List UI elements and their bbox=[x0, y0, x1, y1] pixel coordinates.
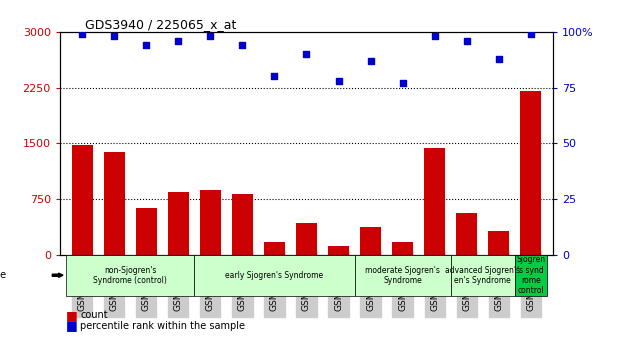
Bar bbox=[136, 208, 157, 255]
Text: moderate Sjogren's
Syndrome: moderate Sjogren's Syndrome bbox=[365, 266, 440, 285]
Text: percentile rank within the sample: percentile rank within the sample bbox=[80, 321, 245, 331]
Point bbox=[270, 74, 280, 79]
Text: count: count bbox=[80, 310, 108, 320]
Text: GDS3940 / 225065_x_at: GDS3940 / 225065_x_at bbox=[84, 18, 236, 31]
Bar bbox=[488, 231, 509, 255]
Point bbox=[365, 58, 375, 64]
Point bbox=[109, 34, 119, 39]
Text: disease state: disease state bbox=[0, 270, 6, 280]
Point bbox=[205, 34, 215, 39]
Bar bbox=[264, 242, 285, 255]
Bar bbox=[168, 192, 189, 255]
Text: early Sjogren's Syndrome: early Sjogren's Syndrome bbox=[226, 271, 324, 280]
Bar bbox=[424, 148, 445, 255]
Point bbox=[494, 56, 504, 62]
Point bbox=[398, 80, 408, 86]
Point bbox=[141, 42, 151, 48]
Point bbox=[301, 51, 311, 57]
Point bbox=[173, 38, 183, 44]
Text: ■: ■ bbox=[66, 319, 78, 332]
Point bbox=[333, 78, 343, 84]
Point bbox=[525, 31, 536, 37]
Point bbox=[77, 31, 88, 37]
Bar bbox=[104, 152, 125, 255]
Bar bbox=[520, 91, 541, 255]
Text: advanced Sjogren's
en's Syndrome: advanced Sjogren's en's Syndrome bbox=[445, 266, 520, 285]
Bar bbox=[232, 194, 253, 255]
Text: non-Sjogren's
Syndrome (control): non-Sjogren's Syndrome (control) bbox=[93, 266, 167, 285]
Bar bbox=[392, 242, 413, 255]
Point bbox=[430, 34, 440, 39]
Text: ■: ■ bbox=[66, 309, 78, 321]
Bar bbox=[200, 190, 220, 255]
Bar bbox=[456, 213, 477, 255]
Text: Sjogren
's synd
rome
control: Sjogren 's synd rome control bbox=[516, 255, 546, 295]
Point bbox=[238, 42, 248, 48]
Bar bbox=[360, 227, 381, 255]
Point bbox=[462, 38, 472, 44]
Bar bbox=[328, 246, 349, 255]
Bar bbox=[72, 145, 93, 255]
Bar bbox=[296, 223, 317, 255]
